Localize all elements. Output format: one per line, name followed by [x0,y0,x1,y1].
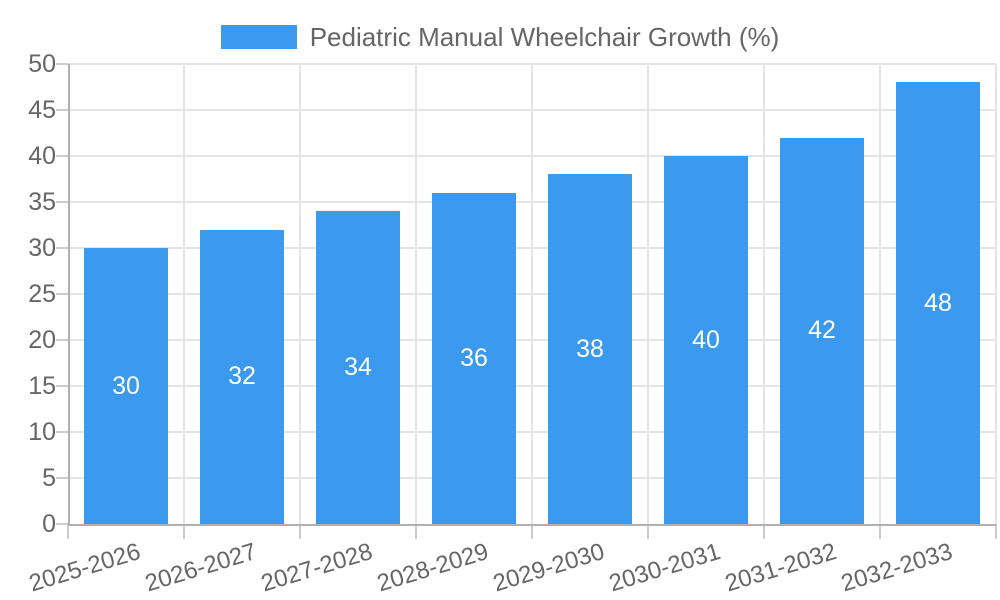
x-axis-tick-label: 2032-2033 [838,538,956,598]
y-axis-tick-label: 35 [28,188,56,216]
bar-value-label: 34 [344,353,372,382]
y-tick-mark [56,431,68,433]
x-axis-tick-label: 2030-2031 [606,538,724,598]
y-axis-tick-label: 20 [28,326,56,354]
y-axis-tick-label: 0 [42,510,56,538]
x-axis-tick-label: 2026-2027 [142,538,260,598]
x-tick-mark [183,524,185,539]
gridline-vertical [531,64,533,524]
y-axis-tick-label: 5 [42,464,56,492]
x-tick-mark [879,524,881,539]
gridline-vertical [299,64,301,524]
y-tick-mark [56,201,68,203]
bar-value-label: 30 [112,371,140,400]
gridline-vertical [763,64,765,524]
bar-2025-2026[interactable]: 30 [84,248,168,524]
y-tick-mark [56,523,68,525]
y-axis-tick-label: 10 [28,418,56,446]
y-axis-tick-label: 25 [28,280,56,308]
x-tick-mark [67,524,69,539]
bar-2027-2028[interactable]: 34 [316,211,400,524]
x-tick-mark [647,524,649,539]
bar-value-label: 40 [692,325,720,354]
legend-swatch-icon [220,25,297,49]
bar-value-label: 36 [460,343,488,372]
x-tick-mark [531,524,533,539]
x-tick-mark [763,524,765,539]
bar-value-label: 32 [228,362,256,391]
y-axis-tick-label: 30 [28,234,56,262]
x-tick-mark [995,524,997,539]
y-tick-mark [56,63,68,66]
x-tick-mark [415,524,417,539]
bar-2032-2033[interactable]: 48 [896,82,980,524]
y-axis-tick-label: 50 [28,50,56,78]
bar-2029-2030[interactable]: 38 [548,174,632,524]
y-tick-mark [56,247,68,249]
gridline-vertical [879,64,881,524]
y-axis: 0 5 10 15 20 25 30 35 40 45 50 [0,50,56,538]
y-axis-tick-label: 45 [28,96,56,124]
bar-2028-2029[interactable]: 36 [432,192,516,524]
y-tick-mark [56,155,68,157]
bar-2026-2027[interactable]: 32 [200,229,284,524]
plot-area: 30 32 34 36 38 40 42 48 [56,63,997,539]
legend[interactable]: Pediatric Manual Wheelchair Growth (%) [0,23,1000,51]
x-axis-tick-label: 2031-2032 [722,538,840,598]
y-axis-line [68,64,70,526]
bar-value-label: 42 [808,316,836,345]
x-axis-tick-label: 2025-2026 [26,538,144,598]
gridline-vertical [995,64,997,524]
gridline-vertical [647,64,649,524]
y-axis-tick-label: 15 [28,372,56,400]
y-tick-mark [56,477,68,479]
x-axis-tick-label: 2028-2029 [374,538,492,598]
gridline-vertical [183,64,185,524]
bar-value-label: 48 [924,288,952,317]
x-axis-tick-label: 2029-2030 [490,538,608,598]
y-tick-mark [56,339,68,341]
x-tick-mark [299,524,301,539]
x-axis-tick-label: 2027-2028 [258,538,376,598]
legend-label: Pediatric Manual Wheelchair Growth (%) [309,22,780,52]
bar-2030-2031[interactable]: 40 [664,156,748,524]
bar-value-label: 38 [576,334,604,363]
bar-2031-2032[interactable]: 42 [780,137,864,524]
y-tick-mark [56,385,68,387]
y-tick-mark [56,109,68,111]
gridline-vertical [415,64,417,524]
x-axis-line [68,524,996,526]
y-tick-mark [56,293,68,295]
y-axis-tick-label: 40 [28,142,56,170]
